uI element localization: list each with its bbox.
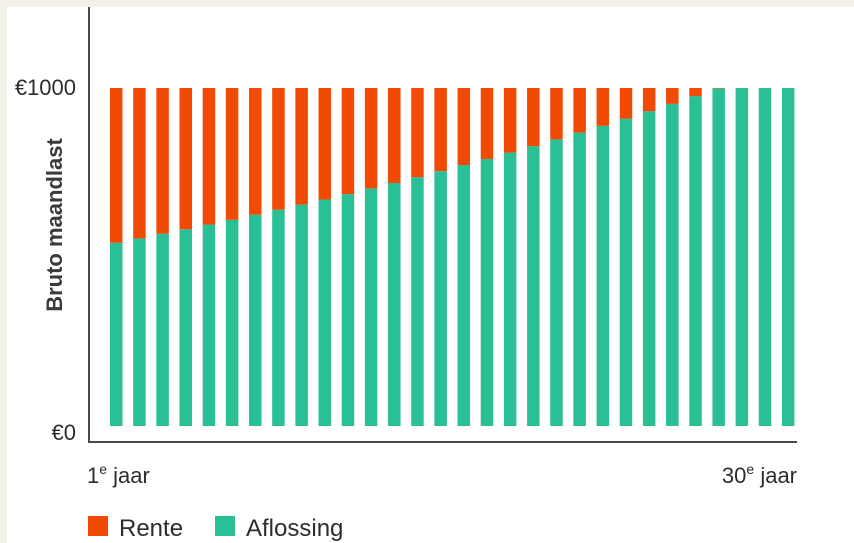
bar-rente-14 [411, 88, 424, 178]
bar-aflossing-13 [388, 182, 401, 426]
bar-aflossing-3 [156, 233, 169, 426]
legend-swatch-rente [88, 516, 108, 536]
bar-aflossing-25 [666, 103, 679, 426]
bar-rente-10 [318, 88, 332, 200]
bar-aflossing-15 [434, 171, 447, 426]
bar-aflossing-17 [480, 158, 494, 427]
bar-rente-18 [503, 88, 517, 153]
bar-rente-12 [364, 88, 378, 189]
bar-aflossing-22 [596, 125, 610, 427]
bar-aflossing-2 [133, 238, 146, 426]
bar-rente-6 [225, 88, 239, 220]
x-tick-first: 1e jaar [87, 461, 150, 488]
bar-aflossing-7 [249, 214, 262, 426]
bar-rente-19 [527, 88, 540, 147]
bar-aflossing-11 [341, 194, 355, 426]
bar-aflossing-9 [295, 204, 308, 426]
bar-aflossing-24 [642, 111, 656, 426]
bar-aflossing-20 [550, 139, 563, 426]
bar-rente-8 [272, 88, 285, 210]
bar-aflossing-18 [503, 152, 517, 426]
legend-label-rente: Rente [119, 515, 183, 542]
legend-swatch-aflossing [215, 516, 235, 536]
bar-aflossing-16 [457, 165, 471, 426]
bar-rente-24 [642, 88, 656, 112]
legend-label-aflossing: Aflossing [246, 515, 343, 542]
bar-rente-7 [249, 88, 262, 215]
bar-aflossing-10 [318, 199, 332, 426]
bar-rente-2 [133, 88, 146, 239]
bar-aflossing-19 [527, 146, 540, 426]
bar-aflossing-14 [411, 177, 424, 426]
x-tick-last: 30e jaar [722, 461, 797, 488]
bar-aflossing-5 [202, 224, 216, 426]
bar-aflossing-26 [689, 96, 702, 427]
bar-aflossing-6 [225, 219, 239, 426]
bar-rente-20 [550, 88, 563, 140]
bar-rente-23 [619, 88, 633, 119]
bar-aflossing-30 [781, 88, 795, 426]
bar-rente-4 [179, 88, 193, 230]
bar-aflossing-1 [110, 242, 123, 426]
y-axis-title: Bruto maandlast [42, 138, 67, 312]
bar-rente-9 [295, 88, 308, 205]
bar-rente-15 [434, 88, 447, 172]
bar-rente-3 [156, 88, 169, 234]
bar-aflossing-23 [619, 118, 633, 426]
bar-rente-16 [457, 88, 471, 166]
bar-aflossing-12 [364, 188, 378, 426]
y-tick-min: €0 [52, 420, 76, 445]
bar-rente-21 [573, 88, 586, 133]
bar-aflossing-21 [573, 132, 586, 426]
bar-aflossing-4 [179, 229, 193, 426]
bar-aflossing-29 [758, 88, 772, 426]
bar-aflossing-8 [272, 209, 285, 426]
bar-rente-5 [202, 88, 216, 225]
bar-aflossing-27 [712, 88, 725, 426]
bar-rente-11 [341, 88, 355, 195]
bar-aflossing-28 [735, 88, 749, 426]
bar-rente-1 [110, 88, 123, 243]
bar-rente-26 [689, 88, 702, 97]
bar-rente-13 [388, 88, 401, 183]
y-tick-max: €1000 [15, 75, 76, 100]
bar-rente-17 [480, 88, 494, 159]
bar-rente-25 [666, 88, 679, 104]
bars-group [110, 88, 795, 427]
bar-rente-22 [596, 88, 610, 126]
